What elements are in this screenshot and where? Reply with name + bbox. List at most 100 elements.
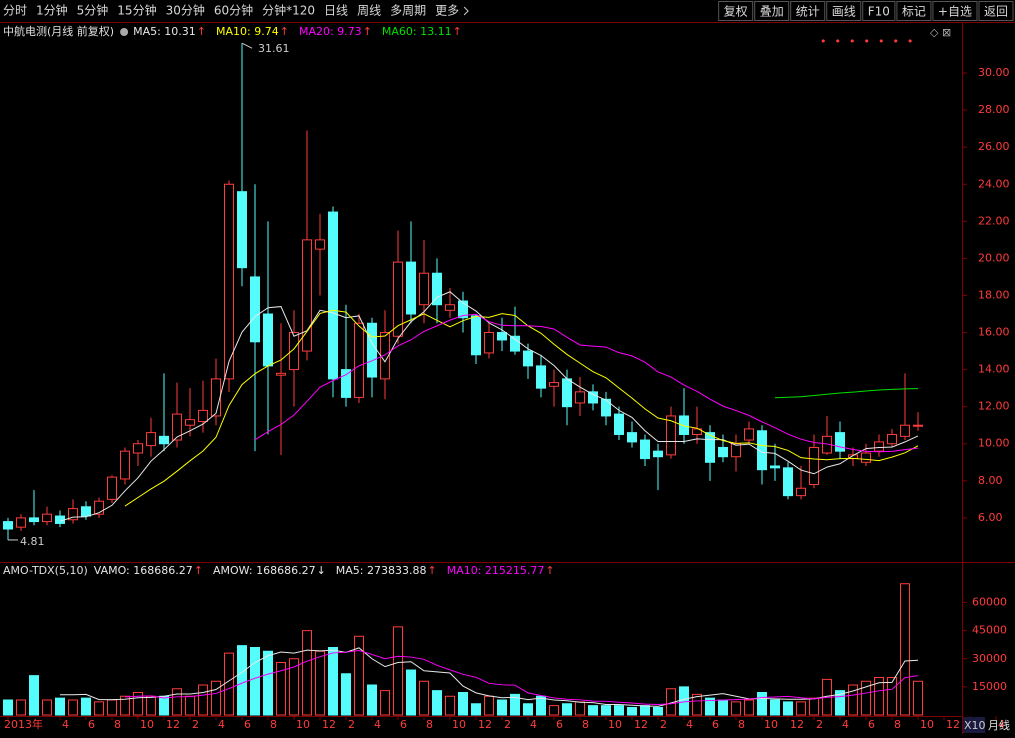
icon (120, 28, 129, 36)
volume-bar (406, 669, 416, 716)
volume-bar (575, 701, 585, 716)
candle-body (458, 300, 468, 319)
candle-body (484, 332, 494, 354)
volume-bar (289, 658, 299, 716)
volume-bar (809, 697, 819, 716)
multiplier-box (963, 717, 985, 733)
button-frame (826, 1, 862, 21)
candle-body (640, 439, 650, 460)
y-tick-label: 24.00 (978, 177, 1010, 190)
ma-line (774, 388, 919, 399)
candle-body (497, 332, 507, 341)
x-tick-label: 10 (452, 718, 466, 731)
candle-body (250, 276, 260, 343)
y-tick-label: 16.00 (978, 326, 1010, 339)
x-tick-label: 4 (374, 718, 381, 731)
indicator-label: MA60: 13.11 (382, 25, 452, 38)
volume-bar (458, 692, 468, 716)
x-tick-label: 12 (166, 718, 180, 731)
candle-body (29, 517, 39, 523)
volume-bar (887, 677, 897, 716)
period-tab[interactable]: 15分钟 (117, 3, 156, 18)
period-label[interactable]: 月线 (988, 718, 1010, 732)
y-tick-label: 26.00 (978, 140, 1010, 153)
toolbar-button[interactable]: 统计 (796, 5, 820, 19)
toolbar-button[interactable]: F10 (868, 5, 890, 19)
volume-bar (354, 635, 364, 716)
x-tick-label: 12 (946, 718, 960, 731)
volume-bar (900, 583, 910, 716)
y-tick-label: 22.00 (978, 214, 1010, 227)
x-tick-label: 8 (114, 718, 121, 731)
candle-body (81, 506, 91, 517)
indicator-label: MA5: 273833.88 (336, 564, 427, 577)
x-tick-label: 8 (738, 718, 745, 731)
candle-body (263, 313, 273, 367)
button-frame (754, 1, 790, 21)
candle-body (796, 487, 806, 497)
toolbar-button[interactable]: 返回 (984, 5, 1008, 19)
x-tick-label: 4 (218, 718, 225, 731)
candle-body (94, 500, 104, 515)
candle-body (133, 443, 143, 454)
period-tab[interactable]: 分时 (3, 4, 27, 18)
toolbar-button[interactable]: 画线 (832, 5, 856, 19)
period-tab[interactable]: 60分钟 (214, 3, 253, 18)
candle-body (887, 433, 897, 445)
volume-bar (783, 701, 793, 716)
dots: ••••••• (820, 35, 921, 48)
toolbar-button[interactable]: +自选 (938, 5, 972, 19)
volume-bar (744, 699, 754, 716)
candle-body (510, 335, 520, 352)
volume-bar (796, 701, 806, 716)
x-tick-label: 10 (140, 718, 154, 731)
candle-body (588, 391, 598, 404)
y-tick-label: 20.00 (978, 251, 1010, 264)
candle-body (913, 424, 923, 427)
toolbar-button[interactable]: 标记 (902, 5, 926, 19)
volume-bar (523, 703, 533, 716)
candle-body (770, 465, 780, 469)
volume-title: AMO-TDX(5,10) (3, 564, 88, 577)
volume-bar (718, 699, 728, 716)
volume-bar (913, 680, 923, 716)
indicator-arrow: ↑ (363, 25, 372, 38)
x-tick-label: 2 (816, 718, 823, 731)
candle-body (42, 513, 52, 523)
period-tab[interactable]: 5分钟 (77, 3, 109, 18)
candle-body (185, 419, 195, 426)
volume-bar (627, 707, 637, 716)
volume-bar (328, 647, 338, 716)
candle-body (445, 304, 455, 311)
x-tick-label: 2 (504, 718, 511, 731)
volume-bar (224, 652, 234, 716)
period-tab[interactable]: 日线 (324, 4, 348, 18)
candle-body (861, 452, 871, 463)
period-tab[interactable]: 1分钟 (36, 3, 68, 18)
candle-body (406, 261, 416, 315)
chevron (463, 6, 469, 16)
candle-body (68, 508, 78, 521)
toolbar-button[interactable]: 复权 (724, 5, 748, 19)
period-tab[interactable]: 多周期 (390, 4, 426, 18)
x-tick-label: 6 (556, 718, 563, 731)
candle-body (835, 432, 845, 452)
volume-bar (29, 675, 39, 716)
volume-bar (3, 699, 13, 716)
x-tick-label: 12 (634, 718, 648, 731)
button-frame (790, 1, 826, 21)
period-tab[interactable]: 周线 (357, 4, 381, 18)
indicator-label: MA10: 215215.77 (447, 564, 545, 577)
candle-body (653, 450, 663, 458)
more-menu[interactable]: 更多 (435, 4, 459, 18)
candle-body (718, 446, 728, 458)
candle-body (809, 446, 819, 486)
volume-bar (471, 703, 481, 716)
toolbar-button[interactable]: 叠加 (760, 5, 784, 19)
period-tab[interactable]: 分钟*120 (262, 3, 315, 18)
indicator-label: VAMO: 168686.27 (94, 564, 193, 577)
volume-bar (432, 690, 442, 716)
period-tab[interactable]: 30分钟 (166, 3, 205, 18)
